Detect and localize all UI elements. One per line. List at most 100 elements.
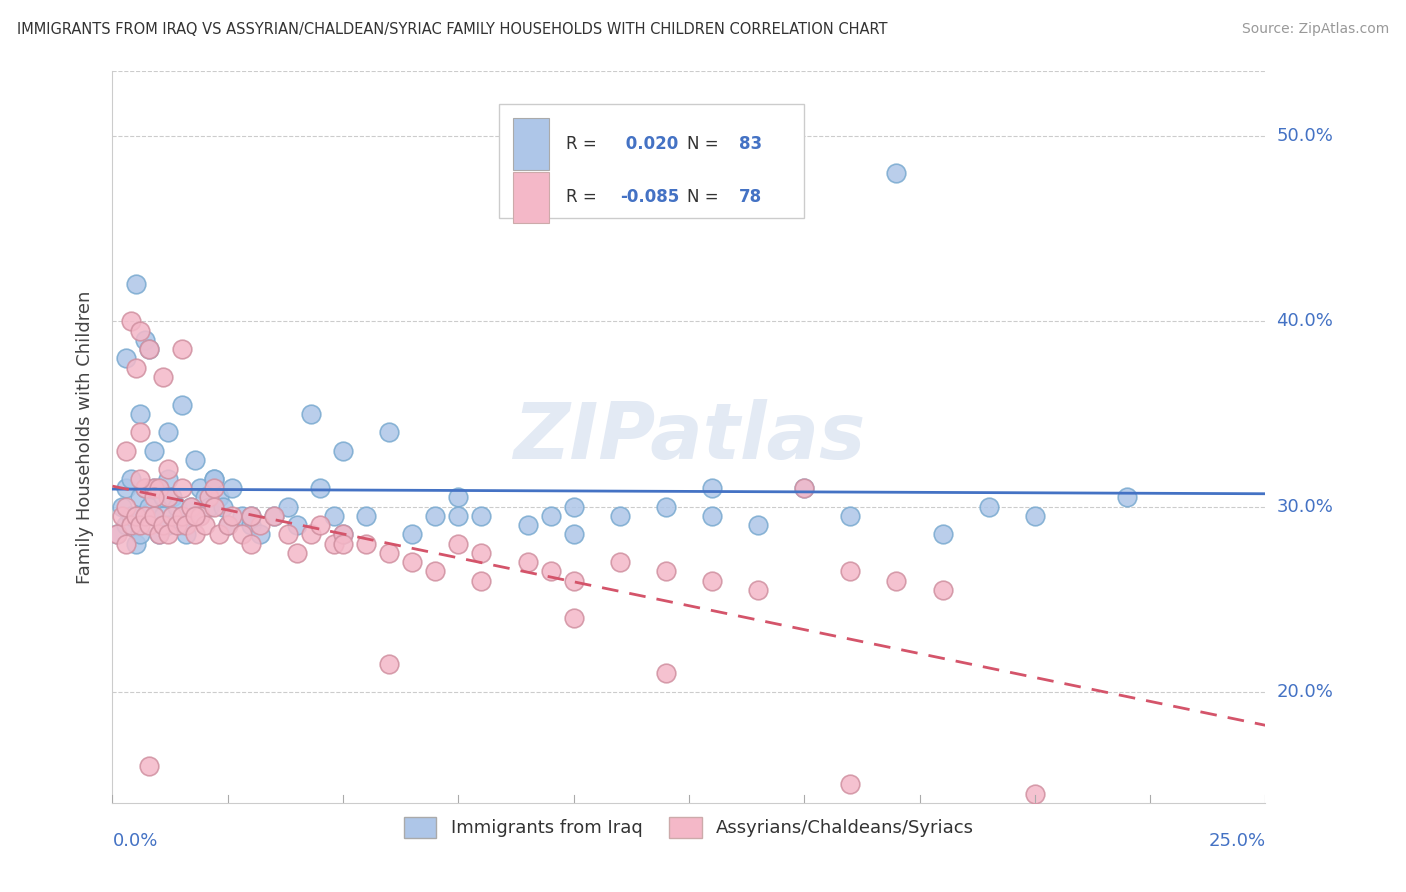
Point <box>378 657 401 671</box>
Point <box>1024 787 1046 801</box>
Point <box>188 481 211 495</box>
Point <box>207 527 229 541</box>
Point <box>111 500 134 514</box>
Point <box>354 508 377 523</box>
Point <box>886 166 908 180</box>
Point <box>198 500 221 514</box>
Point <box>540 565 562 579</box>
Point <box>700 574 723 588</box>
Point <box>152 508 174 523</box>
Point <box>143 444 166 458</box>
Point <box>207 490 229 504</box>
Point <box>839 777 862 791</box>
Point <box>174 527 197 541</box>
Point <box>180 500 202 514</box>
Point <box>148 527 170 541</box>
Point <box>516 518 538 533</box>
Point <box>184 453 207 467</box>
Point <box>124 360 146 375</box>
Point <box>174 518 197 533</box>
Point <box>249 527 271 541</box>
Point <box>120 518 142 533</box>
Text: R =: R = <box>565 188 602 206</box>
Point <box>212 500 235 514</box>
Point <box>156 462 179 476</box>
Point <box>309 518 332 533</box>
Point <box>152 370 174 384</box>
Point <box>655 565 678 579</box>
Text: 83: 83 <box>738 135 762 153</box>
Point <box>115 500 138 514</box>
Point <box>332 527 354 541</box>
FancyBboxPatch shape <box>513 119 550 169</box>
Point <box>562 527 585 541</box>
Point <box>609 508 631 523</box>
Point <box>655 666 678 681</box>
Point <box>401 527 423 541</box>
Point <box>134 481 156 495</box>
Point <box>148 481 170 495</box>
Point <box>170 481 193 495</box>
Point <box>143 481 166 495</box>
Text: IMMIGRANTS FROM IRAQ VS ASSYRIAN/CHALDEAN/SYRIAC FAMILY HOUSEHOLDS WITH CHILDREN: IMMIGRANTS FROM IRAQ VS ASSYRIAN/CHALDEA… <box>17 22 887 37</box>
Point <box>156 527 179 541</box>
Point <box>447 536 470 550</box>
Text: 0.020: 0.020 <box>620 135 678 153</box>
Point <box>285 546 308 560</box>
Point <box>124 508 146 523</box>
Point <box>120 472 142 486</box>
Point <box>470 546 492 560</box>
Point <box>170 342 193 356</box>
Point <box>700 481 723 495</box>
Point <box>143 481 166 495</box>
Point <box>931 527 953 541</box>
Point <box>202 472 225 486</box>
Text: 30.0%: 30.0% <box>1277 498 1333 516</box>
Point <box>148 481 170 495</box>
Point <box>322 536 344 550</box>
Point <box>156 472 179 486</box>
Point <box>447 490 470 504</box>
Point <box>184 508 207 523</box>
Point <box>194 518 217 533</box>
Point <box>277 527 299 541</box>
Point <box>1024 508 1046 523</box>
Point <box>129 472 152 486</box>
Point <box>166 518 188 533</box>
Point <box>221 508 243 523</box>
Point <box>129 518 152 533</box>
Legend: Immigrants from Iraq, Assyrians/Chaldeans/Syriacs: Immigrants from Iraq, Assyrians/Chaldean… <box>396 810 981 845</box>
Point <box>152 518 174 533</box>
Point <box>143 508 166 523</box>
Point <box>170 398 193 412</box>
Point <box>1116 490 1139 504</box>
Point <box>793 481 815 495</box>
Point <box>562 574 585 588</box>
Text: N =: N = <box>686 135 724 153</box>
Point <box>138 342 160 356</box>
Point <box>184 508 207 523</box>
Text: -0.085: -0.085 <box>620 188 679 206</box>
Point <box>263 508 285 523</box>
Point <box>115 444 138 458</box>
Point <box>931 582 953 597</box>
Point <box>170 508 193 523</box>
Text: 20.0%: 20.0% <box>1277 682 1333 701</box>
Point <box>793 481 815 495</box>
Point <box>516 555 538 569</box>
Point <box>124 277 146 292</box>
Point <box>129 490 152 504</box>
Y-axis label: Family Households with Children: Family Households with Children <box>76 291 94 583</box>
Point <box>202 472 225 486</box>
Point <box>202 500 225 514</box>
Point <box>115 536 138 550</box>
Point <box>299 407 322 421</box>
Point <box>249 518 271 533</box>
Point <box>231 508 253 523</box>
Point <box>217 518 239 533</box>
Point <box>162 490 184 504</box>
Point <box>111 508 134 523</box>
Point <box>143 508 166 523</box>
Point <box>839 508 862 523</box>
Point <box>470 508 492 523</box>
